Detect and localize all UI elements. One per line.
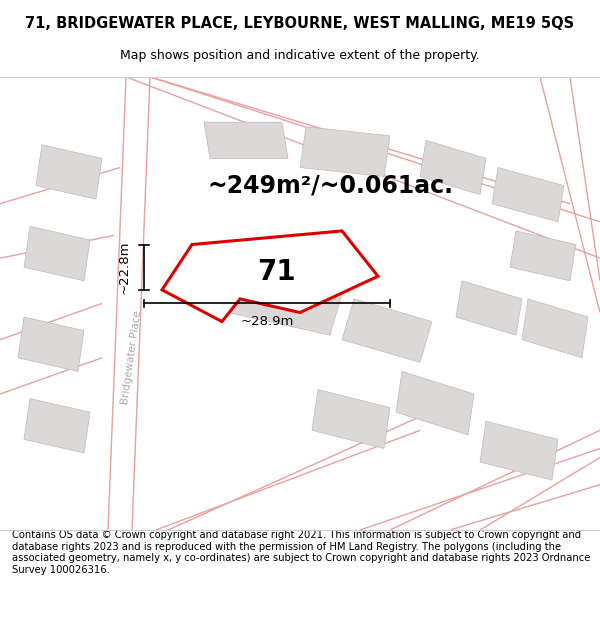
Text: Contains OS data © Crown copyright and database right 2021. This information is : Contains OS data © Crown copyright and d… (12, 530, 590, 575)
Polygon shape (300, 127, 390, 176)
Polygon shape (522, 299, 588, 358)
Polygon shape (396, 371, 474, 435)
Text: 71: 71 (257, 258, 295, 286)
Polygon shape (204, 122, 288, 158)
Polygon shape (162, 231, 378, 321)
Text: Bridgewater Place: Bridgewater Place (121, 310, 143, 406)
Polygon shape (18, 317, 84, 371)
Polygon shape (24, 399, 90, 453)
Polygon shape (228, 272, 342, 335)
Text: Map shows position and indicative extent of the property.: Map shows position and indicative extent… (120, 49, 480, 62)
Polygon shape (24, 226, 90, 281)
Polygon shape (456, 281, 522, 335)
Text: ~249m²/~0.061ac.: ~249m²/~0.061ac. (207, 174, 453, 198)
Polygon shape (510, 231, 576, 281)
Polygon shape (480, 421, 558, 480)
Text: 71, BRIDGEWATER PLACE, LEYBOURNE, WEST MALLING, ME19 5QS: 71, BRIDGEWATER PLACE, LEYBOURNE, WEST M… (25, 16, 575, 31)
Text: ~28.9m: ~28.9m (241, 315, 293, 328)
Polygon shape (36, 145, 102, 199)
Text: ~22.8m: ~22.8m (118, 241, 131, 294)
Polygon shape (420, 140, 486, 195)
Polygon shape (342, 299, 432, 362)
Polygon shape (312, 389, 390, 449)
Polygon shape (492, 168, 564, 222)
